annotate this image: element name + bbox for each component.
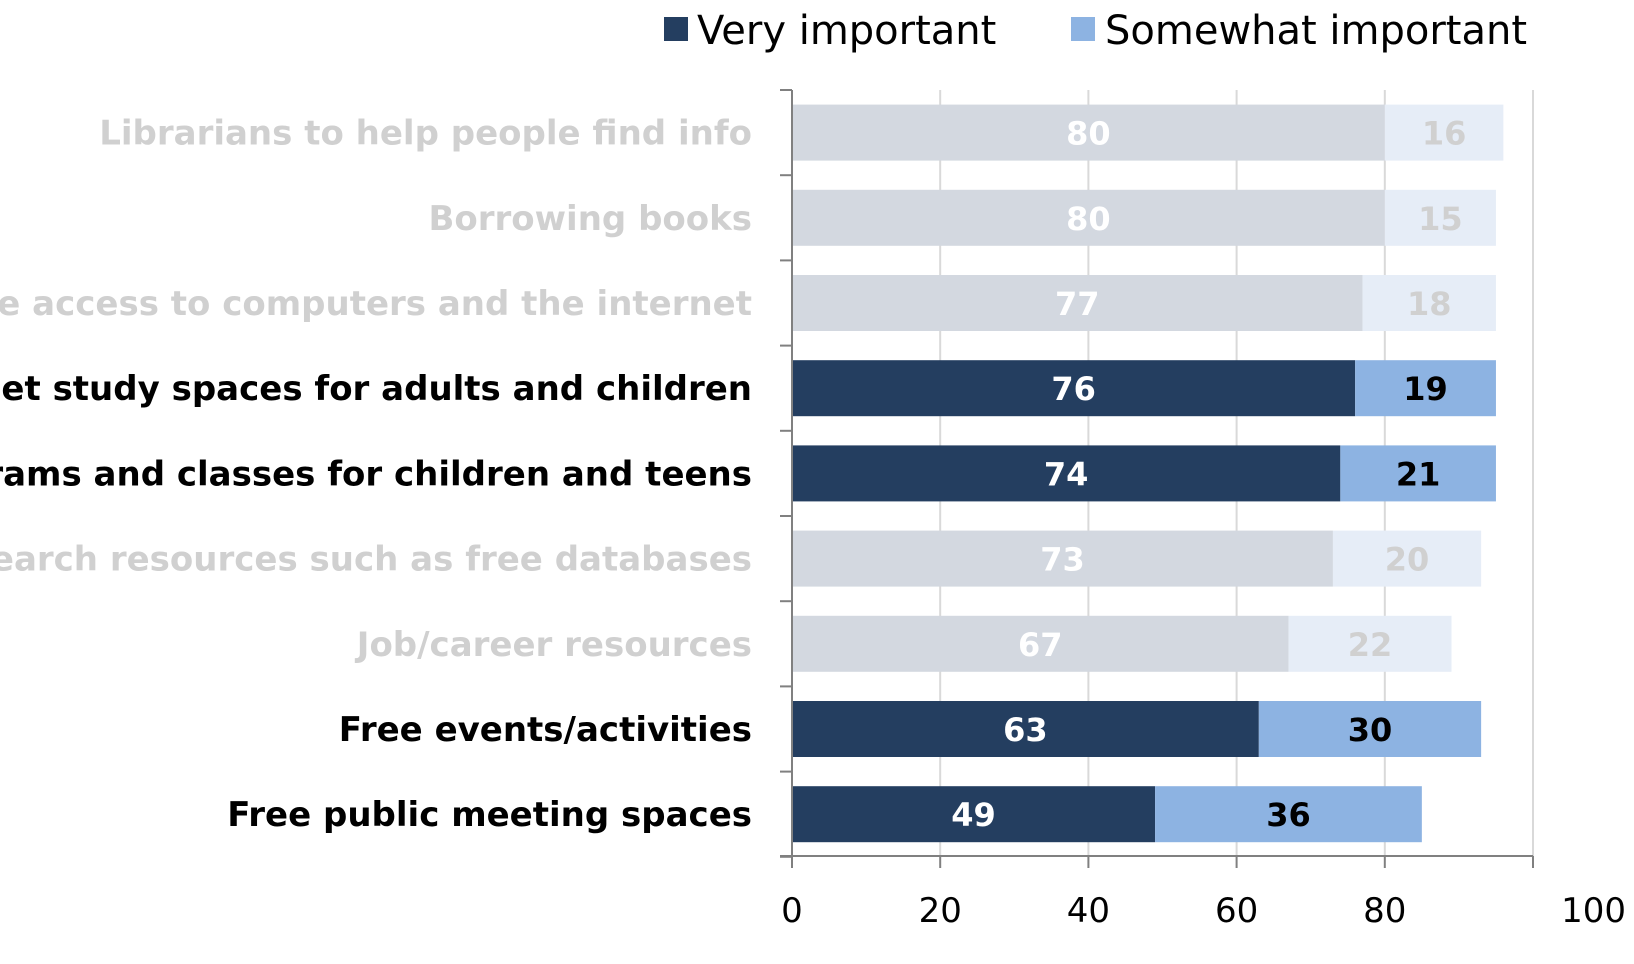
data-label-somewhat-important: 30	[1348, 711, 1393, 749]
category-label: Job/career resources	[355, 625, 752, 665]
bars: 80 16 80 15 77 18 76 19 74 21 73 20 67 22 63 30 49 36	[792, 104, 1504, 843]
bar-very-important	[792, 360, 1356, 417]
data-label-very-important: 73	[1040, 541, 1085, 579]
data-label-somewhat-important: 16	[1422, 115, 1467, 153]
data-label-somewhat-important: 22	[1348, 626, 1393, 664]
x-tick-label: 40	[1067, 891, 1110, 931]
bar-very-important	[792, 445, 1341, 502]
bar-very-important	[792, 786, 1156, 843]
data-label-very-important: 76	[1051, 370, 1096, 408]
legend-swatch-somewhat-important	[1071, 17, 1095, 41]
bar-somewhat-important	[1384, 104, 1504, 161]
x-tick-label: 60	[1215, 891, 1258, 931]
data-label-very-important: 80	[1066, 115, 1111, 153]
legend-label-very-important: Very important	[697, 8, 996, 54]
bar-very-important	[792, 189, 1385, 246]
data-label-very-important: 74	[1044, 455, 1089, 493]
legend-label-somewhat-important: Somewhat important	[1105, 8, 1527, 54]
bar-somewhat-important	[1288, 615, 1452, 672]
data-label-somewhat-important: 36	[1266, 796, 1311, 834]
bar-somewhat-important	[1332, 530, 1482, 587]
bar-very-important	[792, 275, 1363, 331]
category-label: Borrowing books	[428, 199, 752, 239]
category-label: Free access to computers and the interne…	[0, 284, 752, 324]
data-label-very-important: 80	[1066, 200, 1111, 238]
data-label-somewhat-important: 15	[1418, 200, 1463, 238]
category-label: Librarians to help people find info	[99, 114, 752, 154]
legend-swatch-very-important	[664, 17, 688, 41]
category-label: Free public meeting spaces	[227, 795, 752, 835]
bar-somewhat-important	[1384, 189, 1496, 246]
bar-very-important	[792, 701, 1259, 757]
legend: Very important Somewhat important	[664, 8, 1527, 54]
data-label-very-important: 63	[1003, 711, 1048, 749]
category-label: Quiet study spaces for adults and childr…	[0, 369, 752, 409]
data-label-very-important: 77	[1055, 285, 1100, 323]
data-label-somewhat-important: 21	[1396, 455, 1441, 493]
bar-very-important	[792, 104, 1385, 161]
bar-somewhat-important	[1355, 360, 1496, 417]
data-label-somewhat-important: 19	[1403, 370, 1448, 408]
bar-somewhat-important	[1340, 445, 1496, 502]
category-label: Research resources such as free database…	[0, 540, 752, 580]
x-tick-label: 20	[919, 891, 962, 931]
category-label: Free events/activities	[339, 710, 752, 750]
x-axis: 0 20 40 60 80 100	[780, 89, 1626, 931]
bar-very-important	[792, 530, 1333, 587]
bar-somewhat-important	[1258, 701, 1482, 757]
data-label-very-important: 67	[1018, 626, 1063, 664]
data-label-very-important: 49	[951, 796, 996, 834]
x-tick-label: 0	[781, 891, 803, 931]
data-label-somewhat-important: 20	[1385, 541, 1430, 579]
x-tick-label: 80	[1363, 891, 1406, 931]
bar-somewhat-important	[1362, 275, 1496, 331]
category-labels: Librarians to help people find info Borro…	[0, 114, 752, 836]
bar-very-important	[792, 615, 1289, 672]
bar-somewhat-important	[1155, 786, 1422, 843]
category-label: Programs and classes for children and te…	[0, 454, 752, 494]
data-label-somewhat-important: 18	[1407, 285, 1452, 323]
x-tick-label: 100	[1561, 891, 1626, 931]
